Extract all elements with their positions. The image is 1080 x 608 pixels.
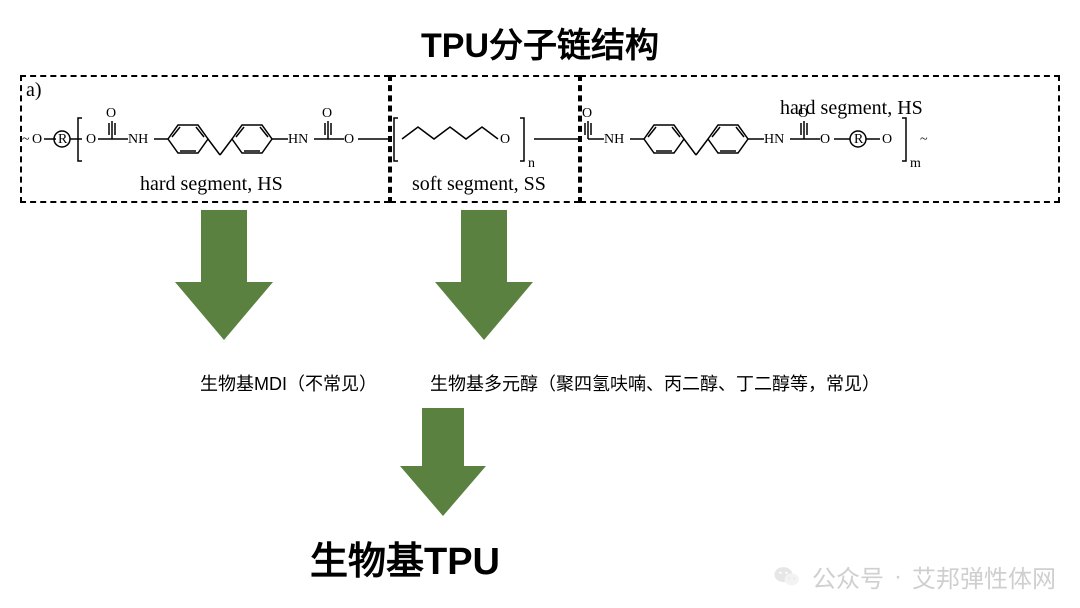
arrow-right-down bbox=[435, 210, 533, 340]
branch-left-label: 生物基MDI（不常见） bbox=[200, 370, 377, 396]
svg-text:HN: HN bbox=[764, 132, 784, 147]
svg-text:NH: NH bbox=[604, 132, 624, 147]
svg-text:~: ~ bbox=[920, 132, 928, 147]
svg-text:HN: HN bbox=[288, 132, 308, 147]
svg-text:R: R bbox=[854, 132, 864, 147]
svg-text:O: O bbox=[106, 106, 116, 121]
svg-text:O: O bbox=[882, 132, 892, 147]
svg-text:O: O bbox=[322, 106, 332, 121]
branch-right-label: 生物基多元醇（聚四氢呋喃、丙二醇、丁二醇等，常见） bbox=[430, 370, 880, 396]
svg-text:m: m bbox=[910, 156, 921, 171]
svg-text:R: R bbox=[58, 132, 68, 147]
arrow-bottom-down bbox=[400, 408, 486, 516]
svg-text:O: O bbox=[32, 132, 42, 147]
watermark-name: 艾邦弹性体网 bbox=[912, 559, 1056, 594]
wechat-icon bbox=[772, 562, 802, 592]
watermark-sep: · bbox=[894, 563, 902, 591]
svg-text:O: O bbox=[798, 106, 808, 121]
svg-text:O: O bbox=[820, 132, 830, 147]
chemical-structure-svg: ~ O R O O NH bbox=[20, 83, 1060, 203]
svg-text:NH: NH bbox=[128, 132, 148, 147]
watermark: 公众号 · 艾邦弹性体网 bbox=[772, 559, 1056, 594]
svg-text:O: O bbox=[500, 132, 510, 147]
result-title: 生物基TPU bbox=[310, 530, 500, 585]
svg-text:n: n bbox=[528, 156, 535, 171]
svg-text:O: O bbox=[582, 106, 592, 121]
chemical-structure-row: a) hard segment, HS soft segment, SS har… bbox=[20, 75, 1060, 205]
arrow-left-down bbox=[175, 210, 273, 340]
svg-text:~: ~ bbox=[22, 132, 30, 147]
page-title: TPU分子链结构 bbox=[0, 0, 1080, 67]
watermark-prefix: 公众号 bbox=[812, 559, 884, 594]
svg-text:O: O bbox=[344, 132, 354, 147]
svg-text:O: O bbox=[86, 132, 96, 147]
